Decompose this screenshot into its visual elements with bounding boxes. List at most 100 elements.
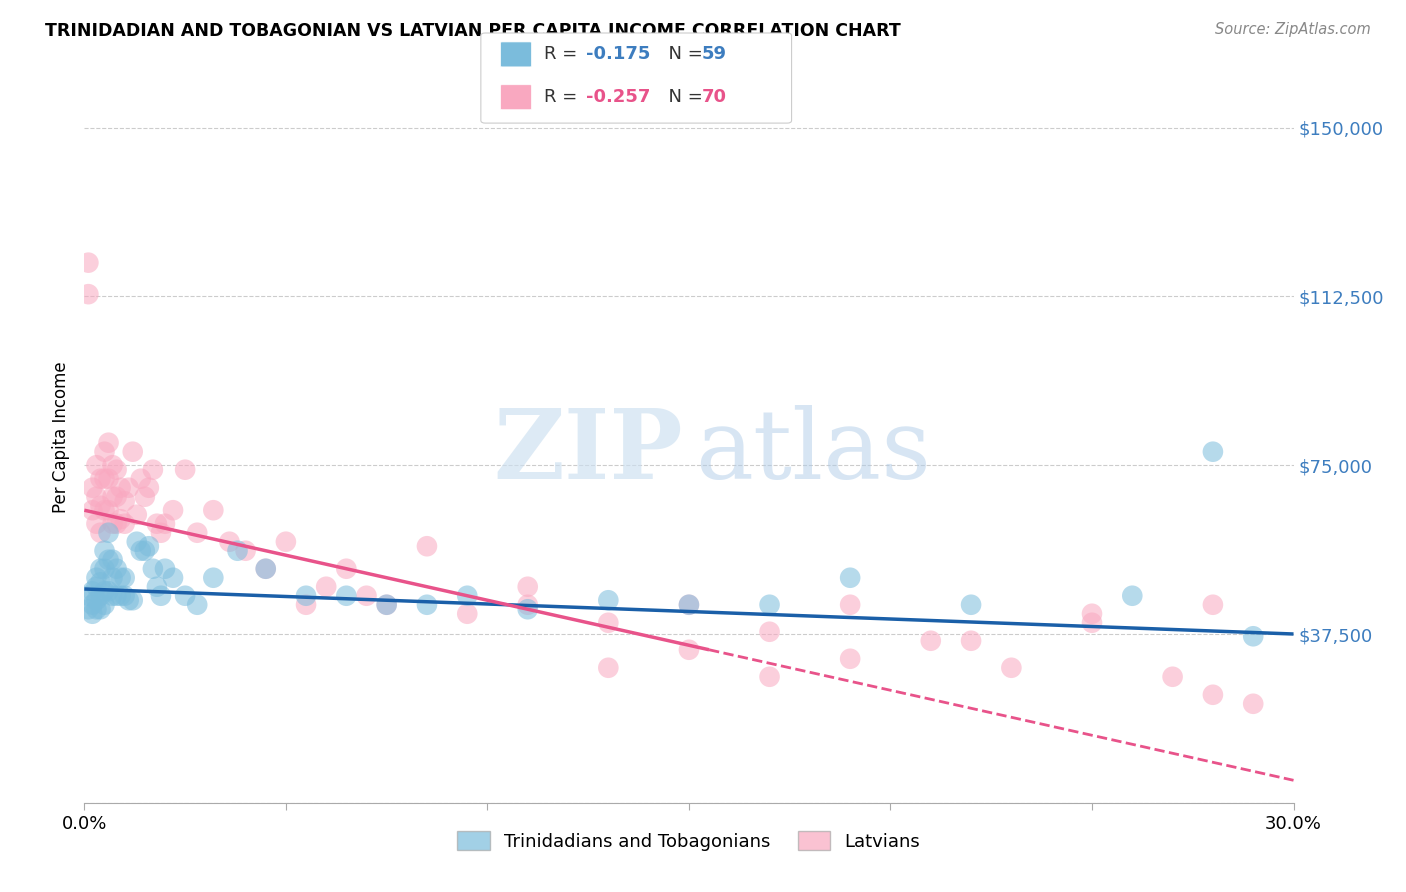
Point [138, 539, 160, 553]
Point [129, 543, 152, 558]
Text: N =: N = [657, 88, 709, 106]
Point [839, 598, 862, 612]
Point [101, 516, 124, 531]
Point [93, 444, 115, 458]
Point [274, 534, 297, 549]
Point [89, 602, 111, 616]
Point [416, 539, 439, 553]
Text: N =: N = [657, 45, 709, 63]
Point [1121, 589, 1143, 603]
Point [142, 562, 165, 576]
Point [77, 255, 100, 269]
Point [114, 494, 136, 508]
Point [77, 589, 100, 603]
Point [456, 607, 478, 621]
Point [598, 661, 620, 675]
Point [86, 516, 108, 531]
Point [1202, 598, 1225, 612]
Point [125, 534, 148, 549]
Legend: Trinidadians and Tobagonians, Latvians: Trinidadians and Tobagonians, Latvians [449, 822, 929, 860]
Point [97, 472, 120, 486]
Point [375, 598, 398, 612]
Point [93, 584, 115, 599]
Point [153, 516, 176, 531]
Point [114, 571, 136, 585]
Point [110, 571, 132, 585]
Point [254, 562, 277, 576]
Text: -0.257: -0.257 [586, 88, 651, 106]
Point [105, 516, 128, 531]
Point [110, 481, 132, 495]
Text: ZIP: ZIP [494, 405, 683, 499]
Text: R =: R = [544, 88, 583, 106]
Point [678, 642, 700, 657]
Point [97, 525, 120, 540]
Point [97, 584, 120, 599]
Text: 59: 59 [702, 45, 727, 63]
Point [86, 580, 108, 594]
Point [101, 571, 124, 585]
Text: -0.175: -0.175 [586, 45, 651, 63]
Point [516, 602, 538, 616]
Point [101, 490, 124, 504]
Point [235, 543, 257, 558]
Point [89, 525, 111, 540]
Point [162, 503, 184, 517]
Point [86, 490, 108, 504]
Point [174, 589, 197, 603]
Point [101, 553, 124, 567]
Point [82, 607, 104, 621]
Point [89, 499, 111, 513]
Point [77, 602, 100, 616]
Point [118, 481, 141, 495]
Point [105, 562, 128, 576]
Point [598, 593, 620, 607]
Point [678, 598, 700, 612]
Point [186, 598, 208, 612]
Point [105, 490, 128, 504]
Point [516, 580, 538, 594]
Point [1241, 697, 1264, 711]
Point [1000, 661, 1022, 675]
Point [295, 589, 318, 603]
Point [218, 534, 240, 549]
Point [335, 589, 357, 603]
Point [110, 512, 132, 526]
Point [149, 589, 172, 603]
Point [1241, 629, 1264, 643]
Point [356, 589, 378, 603]
Point [162, 571, 184, 585]
Point [105, 589, 128, 603]
Point [254, 562, 277, 576]
Y-axis label: Per Capita Income: Per Capita Income [52, 361, 70, 513]
Point [82, 503, 104, 517]
Point [516, 598, 538, 612]
Point [295, 598, 318, 612]
Point [335, 562, 357, 576]
Point [125, 508, 148, 522]
Point [118, 593, 141, 607]
Point [960, 598, 983, 612]
Text: TRINIDADIAN AND TOBAGONIAN VS LATVIAN PER CAPITA INCOME CORRELATION CHART: TRINIDADIAN AND TOBAGONIAN VS LATVIAN PE… [45, 22, 901, 40]
Point [134, 490, 156, 504]
Point [82, 481, 104, 495]
Point [1081, 607, 1104, 621]
Point [86, 571, 108, 585]
Point [89, 562, 111, 576]
Point [121, 444, 143, 458]
Text: 70: 70 [702, 88, 727, 106]
Point [93, 598, 115, 612]
Text: atlas: atlas [695, 405, 931, 499]
Point [202, 503, 225, 517]
Point [114, 589, 136, 603]
Text: Source: ZipAtlas.com: Source: ZipAtlas.com [1215, 22, 1371, 37]
Point [93, 503, 115, 517]
Point [758, 624, 780, 639]
Point [86, 458, 108, 473]
Point [678, 598, 700, 612]
Point [202, 571, 225, 585]
Point [174, 463, 197, 477]
Point [93, 562, 115, 576]
Point [839, 571, 862, 585]
Point [1081, 615, 1104, 630]
